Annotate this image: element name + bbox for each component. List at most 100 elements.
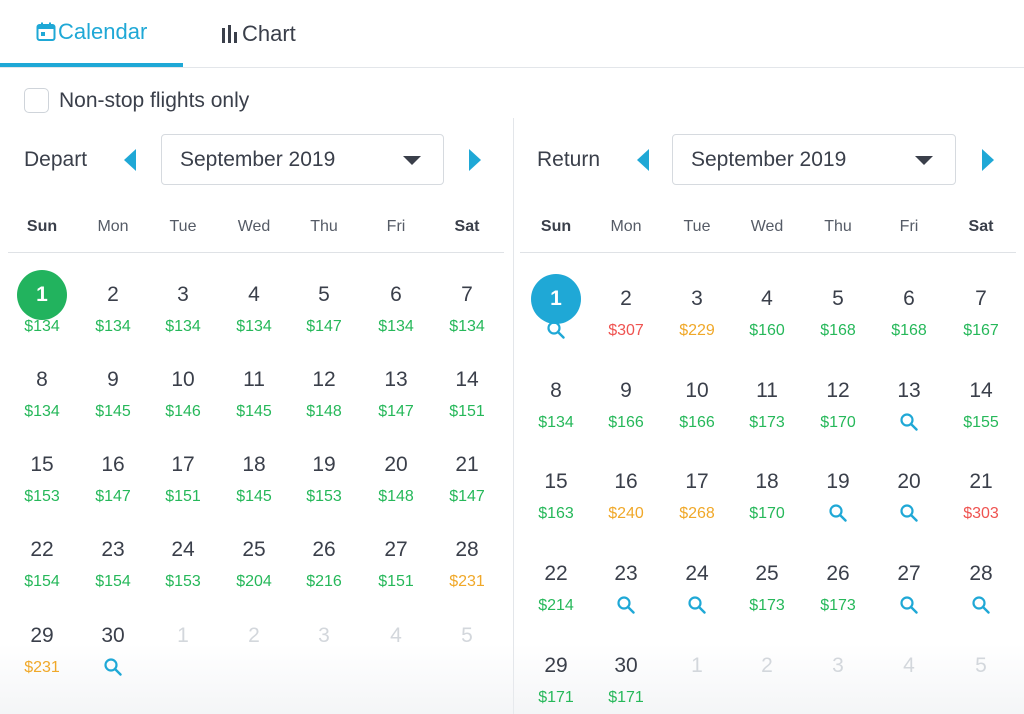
search-icon[interactable] — [591, 596, 661, 616]
calendar-day[interactable]: 9 $166 — [591, 378, 661, 433]
return-prev-month-button[interactable] — [635, 148, 651, 172]
calendar-day[interactable]: 25 $173 — [732, 561, 802, 616]
calendar-day: 1 — [662, 653, 732, 679]
calendar-day[interactable]: 10 $146 — [148, 367, 218, 422]
depart-month-select[interactable]: September 2019 — [161, 134, 444, 185]
calendar-day[interactable]: 22 $214 — [521, 561, 591, 616]
search-icon[interactable] — [662, 596, 732, 616]
calendar-day[interactable]: 27 $151 — [361, 537, 431, 592]
calendar-day[interactable]: 13 $147 — [361, 367, 431, 422]
weekday-separator — [8, 252, 504, 253]
nonstop-checkbox[interactable] — [24, 88, 49, 113]
calendar-day[interactable]: 21 $147 — [432, 452, 502, 507]
depart-next-month-button[interactable] — [467, 148, 483, 172]
day-price: $145 — [95, 403, 131, 420]
calendar-day[interactable]: 3 $229 — [662, 286, 732, 341]
search-icon[interactable] — [78, 658, 148, 678]
day-price: $147 — [95, 488, 131, 505]
calendar-day[interactable]: 14 $155 — [946, 378, 1016, 433]
calendar-day[interactable]: 3 $134 — [148, 282, 218, 337]
calendar-day[interactable]: 28 $231 — [432, 537, 502, 592]
calendar-day[interactable]: 14 $151 — [432, 367, 502, 422]
calendar-day[interactable]: 29 $231 — [7, 623, 77, 678]
calendar-day[interactable]: 21 $303 — [946, 469, 1016, 524]
return-month-select[interactable]: September 2019 — [672, 134, 956, 185]
tab-chart[interactable]: Chart — [220, 0, 296, 67]
day-price: $154 — [24, 573, 60, 590]
search-icon[interactable] — [874, 596, 944, 616]
calendar-day[interactable]: 30 — [78, 623, 148, 678]
day-price: $151 — [165, 488, 201, 505]
calendar-day[interactable]: 11 $145 — [219, 367, 289, 422]
calendar-day[interactable]: 6 $134 — [361, 282, 431, 337]
calendar-day[interactable]: 28 — [946, 561, 1016, 616]
calendar-day[interactable]: 30 $171 — [591, 653, 661, 708]
calendar-day: 2 — [219, 623, 289, 649]
day-price: $168 — [891, 322, 927, 339]
day-number: 30 — [614, 654, 638, 677]
calendar-day[interactable]: 15 $153 — [7, 452, 77, 507]
calendar-day[interactable]: 24 — [662, 561, 732, 616]
calendar-day[interactable]: 5 $147 — [289, 282, 359, 337]
calendar-day[interactable]: 17 $268 — [662, 469, 732, 524]
calendar-day[interactable]: 12 $148 — [289, 367, 359, 422]
search-icon[interactable] — [521, 321, 591, 341]
calendar-day[interactable]: 5 $168 — [803, 286, 873, 341]
calendar-day[interactable]: 16 $240 — [591, 469, 661, 524]
day-number: 2 — [761, 654, 773, 677]
depart-prev-month-button[interactable] — [122, 148, 138, 172]
calendar-day[interactable]: 10 $166 — [662, 378, 732, 433]
calendar-day[interactable]: 22 $154 — [7, 537, 77, 592]
calendar-day[interactable]: 19 — [803, 469, 873, 524]
calendar-day[interactable]: 16 $147 — [78, 452, 148, 507]
calendar-day[interactable]: 25 $204 — [219, 537, 289, 592]
calendar-day[interactable]: 29 $171 — [521, 653, 591, 708]
day-price: $134 — [236, 318, 272, 335]
day-price: $147 — [449, 488, 485, 505]
calendar-day[interactable]: 18 $170 — [732, 469, 802, 524]
calendar-day[interactable]: 20 $148 — [361, 452, 431, 507]
calendar-day[interactable]: 27 — [874, 561, 944, 616]
weekday-header: Tue — [683, 218, 711, 235]
tab-calendar[interactable]: Calendar — [0, 0, 183, 67]
calendar-day[interactable]: 11 $173 — [732, 378, 802, 433]
search-icon[interactable] — [874, 504, 944, 524]
day-price: $303 — [963, 505, 999, 522]
calendar-day[interactable]: 24 $153 — [148, 537, 218, 592]
calendar-day[interactable]: 17 $151 — [148, 452, 218, 507]
calendar-day[interactable]: 7 $134 — [432, 282, 502, 337]
day-price: $231 — [24, 659, 60, 676]
calendar-day[interactable]: 4 $134 — [219, 282, 289, 337]
calendar-day[interactable]: 18 $145 — [219, 452, 289, 507]
calendar-day[interactable]: 6 $168 — [874, 286, 944, 341]
calendar-day[interactable]: 1 — [521, 274, 591, 341]
search-icon[interactable] — [946, 596, 1016, 616]
calendar-day[interactable]: 26 $216 — [289, 537, 359, 592]
search-icon[interactable] — [874, 413, 944, 433]
day-price: $204 — [236, 573, 272, 590]
return-next-month-button[interactable] — [980, 148, 996, 172]
search-icon[interactable] — [803, 504, 873, 524]
day-price: $163 — [538, 505, 574, 522]
view-tabs: Calendar Chart — [0, 0, 1024, 68]
calendar-day[interactable]: 8 $134 — [521, 378, 591, 433]
calendar-day[interactable]: 2 $307 — [591, 286, 661, 341]
calendar-day[interactable]: 19 $153 — [289, 452, 359, 507]
calendar-day[interactable]: 13 — [874, 378, 944, 433]
weekday-header: Tue — [169, 218, 197, 235]
calendar-day[interactable]: 1 $134 — [7, 270, 77, 337]
calendar-day[interactable]: 9 $145 — [78, 367, 148, 422]
calendar-day[interactable]: 20 — [874, 469, 944, 524]
day-number: 2 — [107, 283, 119, 306]
calendar-day[interactable]: 15 $163 — [521, 469, 591, 524]
day-number: 25 — [755, 562, 779, 585]
calendar-day[interactable]: 2 $134 — [78, 282, 148, 337]
calendar-day[interactable]: 8 $134 — [7, 367, 77, 422]
calendar-day[interactable]: 23 — [591, 561, 661, 616]
calendar-day[interactable]: 12 $170 — [803, 378, 873, 433]
day-price: $167 — [963, 322, 999, 339]
calendar-day[interactable]: 26 $173 — [803, 561, 873, 616]
calendar-day[interactable]: 23 $154 — [78, 537, 148, 592]
calendar-day[interactable]: 4 $160 — [732, 286, 802, 341]
calendar-day[interactable]: 7 $167 — [946, 286, 1016, 341]
